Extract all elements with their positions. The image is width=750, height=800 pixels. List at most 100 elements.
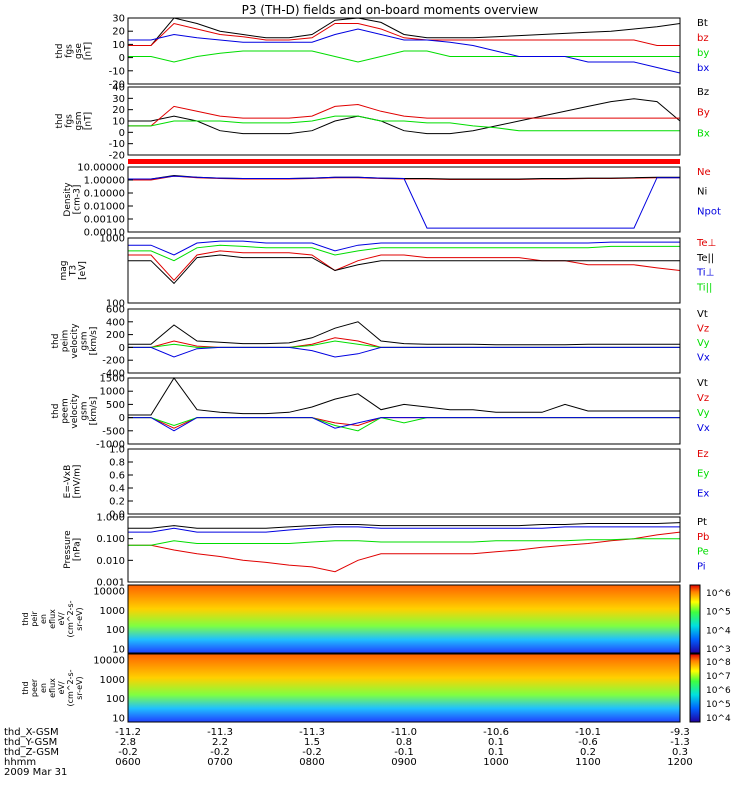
x-tick-value: 0.8 bbox=[396, 737, 412, 748]
colorbar bbox=[689, 584, 701, 654]
y-axis-title-line: gse bbox=[74, 43, 84, 59]
series-line-temperature-2 bbox=[128, 240, 680, 256]
y-axis-title-line: sr-eV) bbox=[75, 676, 84, 699]
y-axis-title-line: velocity bbox=[70, 393, 80, 429]
series-line-pressure-2 bbox=[128, 538, 680, 546]
y-axis-title-line: [nT] bbox=[84, 42, 94, 60]
y-axis-title-line: [km/s] bbox=[89, 327, 99, 356]
series-line-fgs-gse-2 bbox=[128, 50, 680, 63]
y-tick-label: 1.000 bbox=[96, 513, 125, 524]
spectrogram-peir-eflux: 10000 1000 100 10 thd peir en eflux eV/(cm^2-s-s… bbox=[21, 584, 731, 656]
y-tick-label: -1000 bbox=[96, 440, 125, 451]
y-tick-label: -20 bbox=[109, 151, 125, 162]
x-tick-value: 0.3 bbox=[672, 747, 688, 758]
y-axis-title-line: gsm bbox=[80, 331, 90, 350]
legend-entry: bx bbox=[697, 63, 709, 74]
y-tick-label: 0.6 bbox=[109, 471, 125, 482]
y-axis-title-line: [mV/m] bbox=[73, 465, 83, 499]
legend-entry: Pe bbox=[697, 547, 709, 558]
y-tick-label: 200 bbox=[106, 330, 125, 341]
x-tick-value: 1000 bbox=[483, 757, 508, 768]
y-tick-label: 30 bbox=[112, 94, 125, 105]
y-tick-label: 0 bbox=[119, 128, 125, 139]
y-tick-label: 1.0 bbox=[109, 445, 125, 456]
y-tick-label: 0.01000 bbox=[84, 202, 125, 213]
y-tick-label: 1000 bbox=[100, 606, 125, 617]
y-tick-label: 0 bbox=[119, 343, 125, 354]
y-axis-title-line: gsm bbox=[80, 401, 90, 420]
x-tick-value: 1.5 bbox=[304, 737, 320, 748]
y-axis-title-line: velocity bbox=[70, 323, 80, 359]
spectrogram-frame bbox=[127, 584, 681, 654]
colorbar-label: 10^5 bbox=[706, 608, 731, 618]
x-tick-value: 1100 bbox=[575, 757, 600, 768]
series-line-fgs-gsm-0 bbox=[128, 98, 681, 135]
legend-entry: Bt bbox=[697, 18, 708, 29]
y-tick-label: 0.00100 bbox=[84, 215, 125, 226]
y-tick-label: 0.0 bbox=[109, 510, 125, 521]
colorbar-label: 10^7 bbox=[706, 672, 731, 682]
series-line-temperature-1 bbox=[128, 254, 680, 285]
y-tick-label: 1000 bbox=[100, 387, 125, 398]
spectrogram-frame bbox=[127, 653, 681, 723]
x-tick-value: -0.1 bbox=[394, 747, 414, 758]
y-axis-title-line: en bbox=[39, 683, 48, 693]
legend-entry: Bz bbox=[697, 87, 709, 98]
panel-fgs-gse: 30 20 10 0 -10 -20 thd fgs gse [nT] Bt bz by bx bbox=[55, 14, 709, 91]
y-tick-label: 0.8 bbox=[109, 458, 125, 469]
legend-entry: bz bbox=[697, 33, 709, 44]
y-tick-label: 100 bbox=[106, 625, 125, 636]
y-axis-title-line: [nT] bbox=[84, 112, 94, 130]
y-axis-title-line: (cm^2-s- bbox=[66, 669, 75, 706]
x-tick-value: 0900 bbox=[391, 757, 416, 768]
quality-flag-bar bbox=[128, 159, 680, 164]
series-line-fgs-gsm-1 bbox=[128, 103, 680, 127]
legend-entry: Ne bbox=[697, 167, 711, 178]
legend-entry: Ez bbox=[697, 449, 709, 460]
y-axis-title-line: thd bbox=[51, 404, 61, 419]
y-tick-label: 1500 bbox=[100, 374, 125, 385]
y-axis-title-line: peem bbox=[61, 398, 71, 424]
y-tick-label: 100 bbox=[106, 299, 125, 310]
y-axis-title-line: [cm-3] bbox=[73, 185, 83, 215]
y-axis-title-line: E=-VxB bbox=[63, 465, 73, 499]
y-tick-label: 400 bbox=[106, 317, 125, 328]
y-axis-title-line: [eV] bbox=[78, 261, 88, 280]
y-tick-label: 0 bbox=[119, 53, 125, 64]
y-tick-label: 100 bbox=[106, 694, 125, 705]
y-tick-label: -200 bbox=[102, 356, 125, 367]
y-tick-label: 0.00010 bbox=[84, 228, 125, 239]
x-tick-value: -11.3 bbox=[299, 727, 325, 738]
legend-entry: Bx bbox=[697, 128, 710, 139]
y-tick-label: 10 bbox=[112, 117, 125, 128]
series-line-peem-velocity-3 bbox=[128, 417, 680, 432]
y-axis-title-line: peer bbox=[30, 678, 39, 697]
y-tick-label: -400 bbox=[102, 369, 125, 380]
y-axis-title-line: [nPa] bbox=[73, 538, 83, 561]
series-line-fgs-gse-1 bbox=[128, 22, 680, 46]
panel-frame bbox=[127, 308, 681, 374]
panel-frame bbox=[127, 17, 681, 85]
y-axis-title-line: eflux bbox=[48, 678, 57, 698]
legend-entry: Pt bbox=[697, 517, 707, 528]
series-line-density-2 bbox=[128, 175, 680, 229]
series-line-fgs-gsm-2 bbox=[128, 115, 680, 132]
y-tick-label: 600 bbox=[106, 305, 125, 316]
y-axis-title-line: [km/s] bbox=[89, 397, 99, 426]
series-line-temperature-3 bbox=[128, 244, 680, 262]
panel-frame bbox=[127, 448, 681, 515]
y-tick-label: 1000 bbox=[100, 675, 125, 686]
y-tick-label: -10 bbox=[109, 139, 125, 150]
series-line-fgs-gse-0 bbox=[128, 17, 681, 46]
series-line-peem-velocity-0 bbox=[128, 377, 680, 416]
x-row-label: thd_X-GSM bbox=[4, 727, 59, 738]
y-axis-title-line: eflux bbox=[48, 609, 57, 629]
legend-entry: Pb bbox=[697, 532, 709, 543]
y-axis-title-line: thd bbox=[55, 44, 65, 59]
x-tick-value: 1200 bbox=[667, 757, 692, 768]
x-row-label: hhmm bbox=[4, 757, 36, 768]
colorbar-label: 10^4 bbox=[706, 714, 731, 724]
y-axis-title-line: T3 bbox=[69, 265, 79, 277]
legend-entry: Vz bbox=[697, 324, 709, 335]
panel-density: 10.00000 1.00000 0.10000 0.01000 0.00100 0.00… bbox=[63, 163, 721, 239]
